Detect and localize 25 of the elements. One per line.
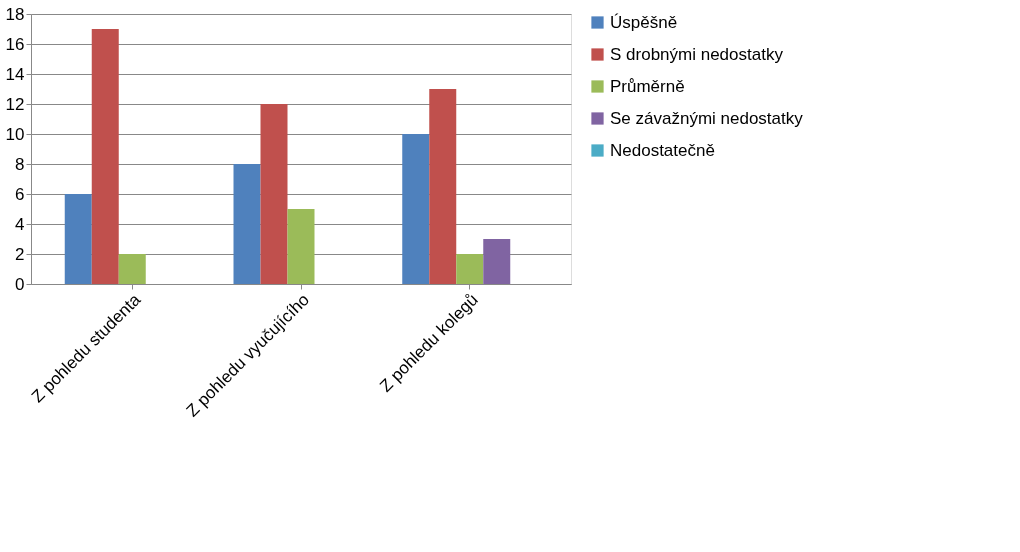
bar — [402, 134, 430, 284]
bar — [64, 194, 92, 284]
y-tick-label: 16 — [5, 34, 25, 54]
y-tick-label: 10 — [5, 124, 25, 144]
y-tick-label: 0 — [15, 274, 25, 294]
legend-label: S drobnými nedostatky — [610, 44, 784, 64]
bar — [91, 29, 119, 284]
y-tick-label: 8 — [15, 154, 25, 174]
bar — [260, 104, 288, 284]
bar — [287, 209, 315, 284]
legend-label: Se závažnými nedostatky — [610, 108, 804, 128]
y-tick-label: 6 — [15, 184, 25, 204]
legend-label: Průměrně — [610, 76, 685, 96]
bar — [429, 89, 457, 284]
legend-label: Úspěšně — [610, 12, 678, 32]
y-tick-label: 4 — [15, 214, 25, 234]
legend-label: Nedostatečně — [610, 140, 715, 160]
bar — [456, 254, 484, 284]
bar — [118, 254, 146, 284]
bar — [483, 239, 511, 284]
bar — [233, 164, 261, 284]
y-tick-label: 12 — [5, 94, 25, 114]
y-tick-label: 2 — [15, 244, 25, 264]
y-tick-label: 18 — [5, 4, 25, 24]
y-tick-label: 14 — [5, 64, 25, 84]
